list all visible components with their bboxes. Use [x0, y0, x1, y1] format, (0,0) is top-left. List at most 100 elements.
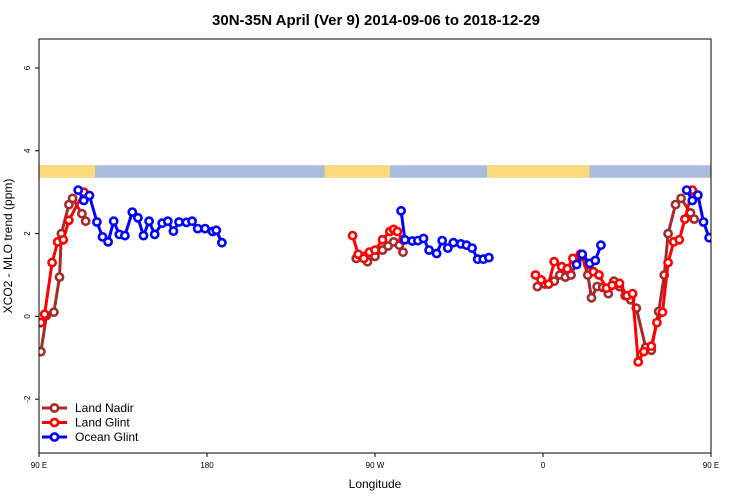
data-point: [633, 356, 644, 367]
data-point: [577, 249, 588, 260]
y-tick-label: 6: [23, 65, 32, 70]
data-point: [638, 346, 649, 357]
data-point: [607, 280, 617, 291]
data-point: [681, 185, 692, 195]
series-ocean-glint: [73, 185, 748, 270]
data-point: [562, 263, 573, 274]
data-point: [396, 205, 406, 216]
data-point: [571, 259, 582, 270]
data-point: [709, 237, 711, 245]
data-point: [586, 292, 597, 303]
data-point: [108, 216, 119, 227]
data-point: [39, 346, 46, 357]
data-point: [78, 195, 89, 206]
data-point: [627, 288, 638, 299]
data-point: [370, 245, 380, 255]
data-point: [149, 229, 160, 240]
series-layer: [39, 185, 748, 367]
data-point: [448, 237, 459, 248]
data-point: [64, 215, 74, 226]
data-point: [437, 235, 448, 246]
data-point: [530, 270, 541, 280]
data-point: [543, 279, 554, 289]
data-point: [77, 208, 87, 219]
data-point: [741, 214, 748, 221]
legend-item: Ocean Glint: [42, 430, 139, 444]
land-band: [487, 165, 590, 178]
chart-title: 30N-35N April (Ver 9) 2014-09-06 to 2018…: [212, 12, 540, 29]
data-point: [162, 216, 173, 227]
data-point: [594, 270, 604, 280]
data-point: [144, 216, 154, 227]
data-point: [47, 257, 57, 268]
data-point: [216, 237, 227, 248]
data-point: [687, 195, 698, 206]
data-point: [127, 207, 138, 217]
data-point: [80, 216, 91, 227]
data-point: [735, 209, 742, 216]
data-point: [680, 214, 690, 224]
data-point: [483, 252, 494, 263]
x-axis-label: Longitude: [349, 477, 402, 491]
data-point: [97, 231, 108, 242]
legend-item: Land Nadir: [42, 401, 134, 415]
x-tick-label: 0: [541, 461, 546, 470]
legend-marker: [49, 403, 60, 413]
data-point: [49, 307, 59, 318]
x-tick-label: 180: [200, 461, 214, 470]
data-point: [663, 257, 673, 268]
data-point: [549, 256, 560, 267]
land-ocean-strip: [39, 165, 711, 178]
data-point: [704, 232, 711, 243]
data-point: [614, 278, 625, 289]
data-point: [728, 232, 735, 239]
legend-label: Land Nadir: [75, 401, 134, 415]
y-tick-label: 2: [23, 231, 32, 236]
data-point: [596, 240, 606, 251]
legend-marker: [49, 432, 60, 442]
data-point: [392, 226, 403, 237]
data-point: [73, 185, 84, 195]
data-point: [431, 248, 442, 259]
data-point: [132, 212, 143, 223]
data-point: [652, 317, 662, 328]
data-point: [693, 190, 703, 200]
legend-label: Land Glint: [75, 416, 130, 430]
data-point: [646, 341, 657, 352]
data-point: [347, 230, 358, 241]
data-point: [358, 253, 369, 264]
data-point: [39, 317, 46, 328]
y-tick-label: 4: [23, 148, 32, 153]
series-land-glint: [39, 185, 698, 367]
data-point: [120, 230, 130, 241]
data-point: [722, 231, 729, 238]
data-point: [377, 234, 388, 245]
data-point: [84, 190, 95, 201]
data-point: [674, 234, 685, 245]
data-point: [58, 234, 69, 245]
data-point: [676, 193, 686, 204]
data-point: [689, 214, 700, 224]
land-band: [39, 165, 95, 178]
data-point: [698, 217, 709, 227]
data-point: [399, 234, 410, 245]
land-band: [324, 165, 390, 178]
data-point: [424, 245, 434, 255]
data-point: [418, 233, 429, 244]
data-point: [467, 243, 477, 253]
data-point: [717, 218, 724, 225]
data-point: [590, 255, 601, 266]
data-point: [200, 223, 210, 234]
legend-marker: [49, 417, 60, 428]
data-point: [398, 247, 408, 258]
legend-item: Land Glint: [42, 416, 130, 430]
data-point: [54, 272, 65, 282]
y-axis-label: XCO2 - MLO trend (ppm): [1, 179, 15, 314]
data-point: [187, 216, 197, 227]
x-tick-label: 90 W: [366, 461, 385, 470]
y-axis: -2 0 2 4 6: [23, 65, 39, 403]
data-point: [670, 199, 681, 210]
data-point: [67, 193, 78, 204]
